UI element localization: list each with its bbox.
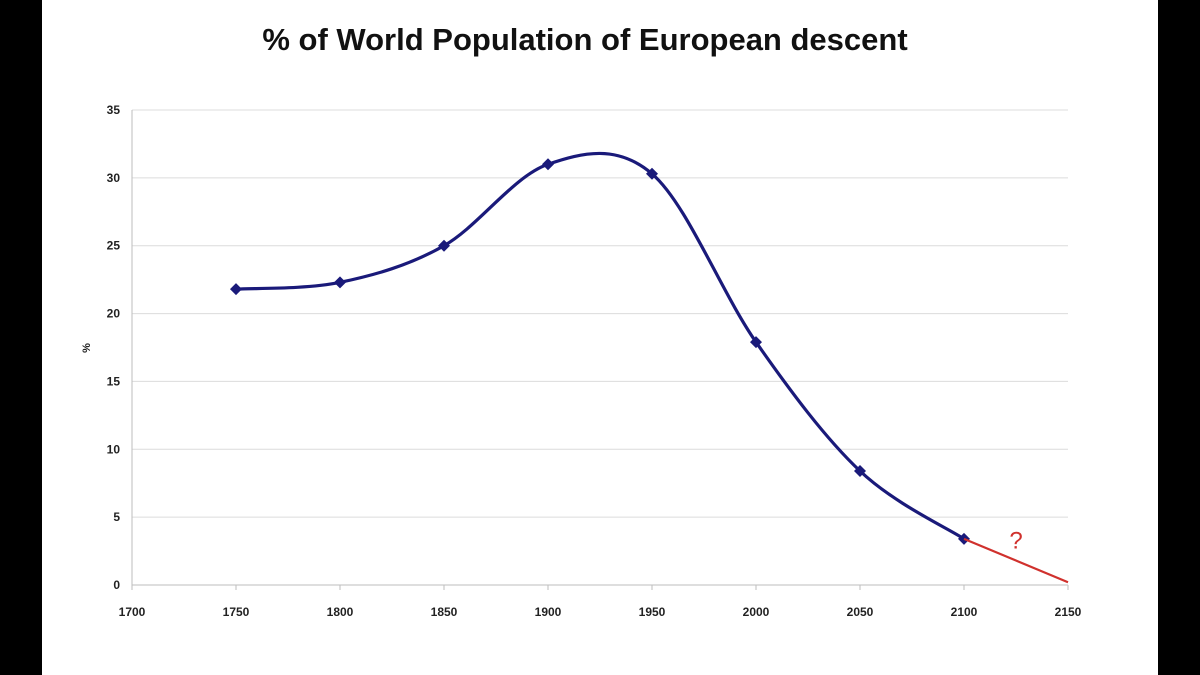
x-tick-label: 2100: [951, 605, 978, 619]
x-tick-label: 1800: [327, 605, 354, 619]
y-tick-label: 20: [107, 307, 121, 321]
x-tick-label: 2050: [847, 605, 874, 619]
data-point: [750, 336, 762, 349]
data-point: [542, 158, 554, 171]
gridlines: [132, 109, 1068, 518]
y-axis-label: %: [81, 343, 93, 353]
axes: [131, 110, 1068, 586]
y-axis-ticks: 0 5 10 15 20 25 30 35: [107, 103, 121, 592]
series-line: [235, 151, 965, 541]
data-point: [854, 465, 866, 477]
projection-layer: ?: [963, 527, 1069, 584]
x-tick-label: 2000: [743, 605, 770, 619]
series-layer: [230, 151, 970, 545]
x-axis-ticks: 1700 1750 1800 1850 1900 1950 2000 2050 2100 2150: [119, 585, 1082, 619]
y-tick-label: 5: [113, 510, 120, 524]
data-point: [334, 276, 346, 289]
y-tick-label: 30: [107, 171, 121, 185]
projection-line: [963, 537, 1069, 584]
y-tick-label: 15: [107, 374, 121, 388]
y-tick-label: 35: [107, 103, 121, 117]
x-tick-label: 1700: [119, 605, 146, 619]
x-tick-label: 2150: [1055, 605, 1082, 619]
chart-title: % of World Population of European descen…: [262, 22, 908, 57]
x-tick-label: 1850: [431, 605, 458, 619]
y-tick-label: 10: [107, 442, 121, 456]
data-point: [646, 167, 658, 180]
y-tick-label: 25: [107, 239, 121, 253]
projection-annotation: ?: [1009, 527, 1022, 554]
x-tick-label: 1950: [639, 605, 666, 619]
data-point: [230, 283, 242, 296]
chart-panel: [42, 0, 1158, 675]
y-tick-label: 0: [113, 578, 120, 592]
x-tick-label: 1900: [535, 605, 562, 619]
data-point: [438, 239, 450, 252]
x-tick-label: 1750: [223, 605, 250, 619]
